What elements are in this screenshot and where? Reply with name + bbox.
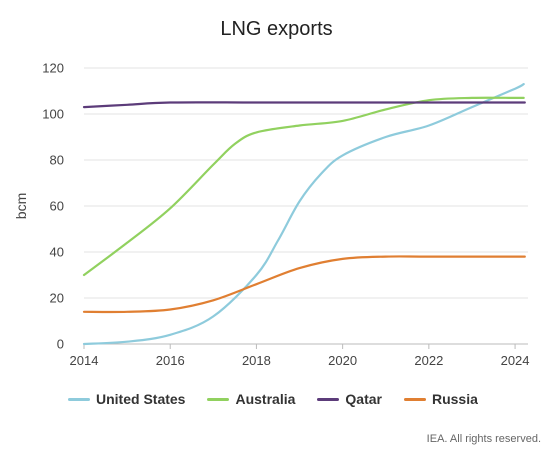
legend-swatch xyxy=(403,397,426,401)
legend-swatch xyxy=(317,397,340,401)
x-tick-label: 2016 xyxy=(156,353,185,368)
y-tick-label: 60 xyxy=(50,199,64,214)
series-line-united-states xyxy=(82,83,525,346)
chart-title: LNG exports xyxy=(220,18,333,40)
x-tick-label: 2020 xyxy=(328,353,357,368)
legend-item-qatar[interactable]: Qatar xyxy=(317,391,382,407)
y-tick-label: 80 xyxy=(50,153,64,168)
series-line-russia xyxy=(82,255,526,314)
legend-item-russia[interactable]: Russia xyxy=(403,391,478,407)
credit-text: IEA. All rights reserved. xyxy=(426,433,541,445)
legend-item-australia[interactable]: Australia xyxy=(207,391,295,407)
legend-label: United States xyxy=(96,391,186,407)
y-tick-label: 20 xyxy=(50,291,64,306)
y-tick-label: 40 xyxy=(50,245,64,260)
legend-label: Australia xyxy=(235,391,296,407)
legend-label: Russia xyxy=(431,391,478,407)
legend-item-united-states[interactable]: United States xyxy=(68,391,185,407)
series-line-australia xyxy=(82,96,525,277)
legend-swatch xyxy=(207,397,230,401)
y-tick-label: 100 xyxy=(42,107,64,122)
series-line-qatar xyxy=(82,101,526,109)
x-tick-label: 2024 xyxy=(501,353,530,368)
x-tick-label: 2018 xyxy=(242,353,271,368)
x-tick-label: 2022 xyxy=(414,353,443,368)
y-tick-label: 120 xyxy=(42,61,64,76)
y-tick-label: 0 xyxy=(57,337,64,352)
x-tick-label: 2014 xyxy=(70,353,99,368)
y-axis-title: bcm xyxy=(13,193,29,219)
legend-label: Qatar xyxy=(345,391,382,407)
legend-swatch xyxy=(68,397,90,401)
chart-legend: United States Australia Qatar Russia xyxy=(68,391,500,407)
